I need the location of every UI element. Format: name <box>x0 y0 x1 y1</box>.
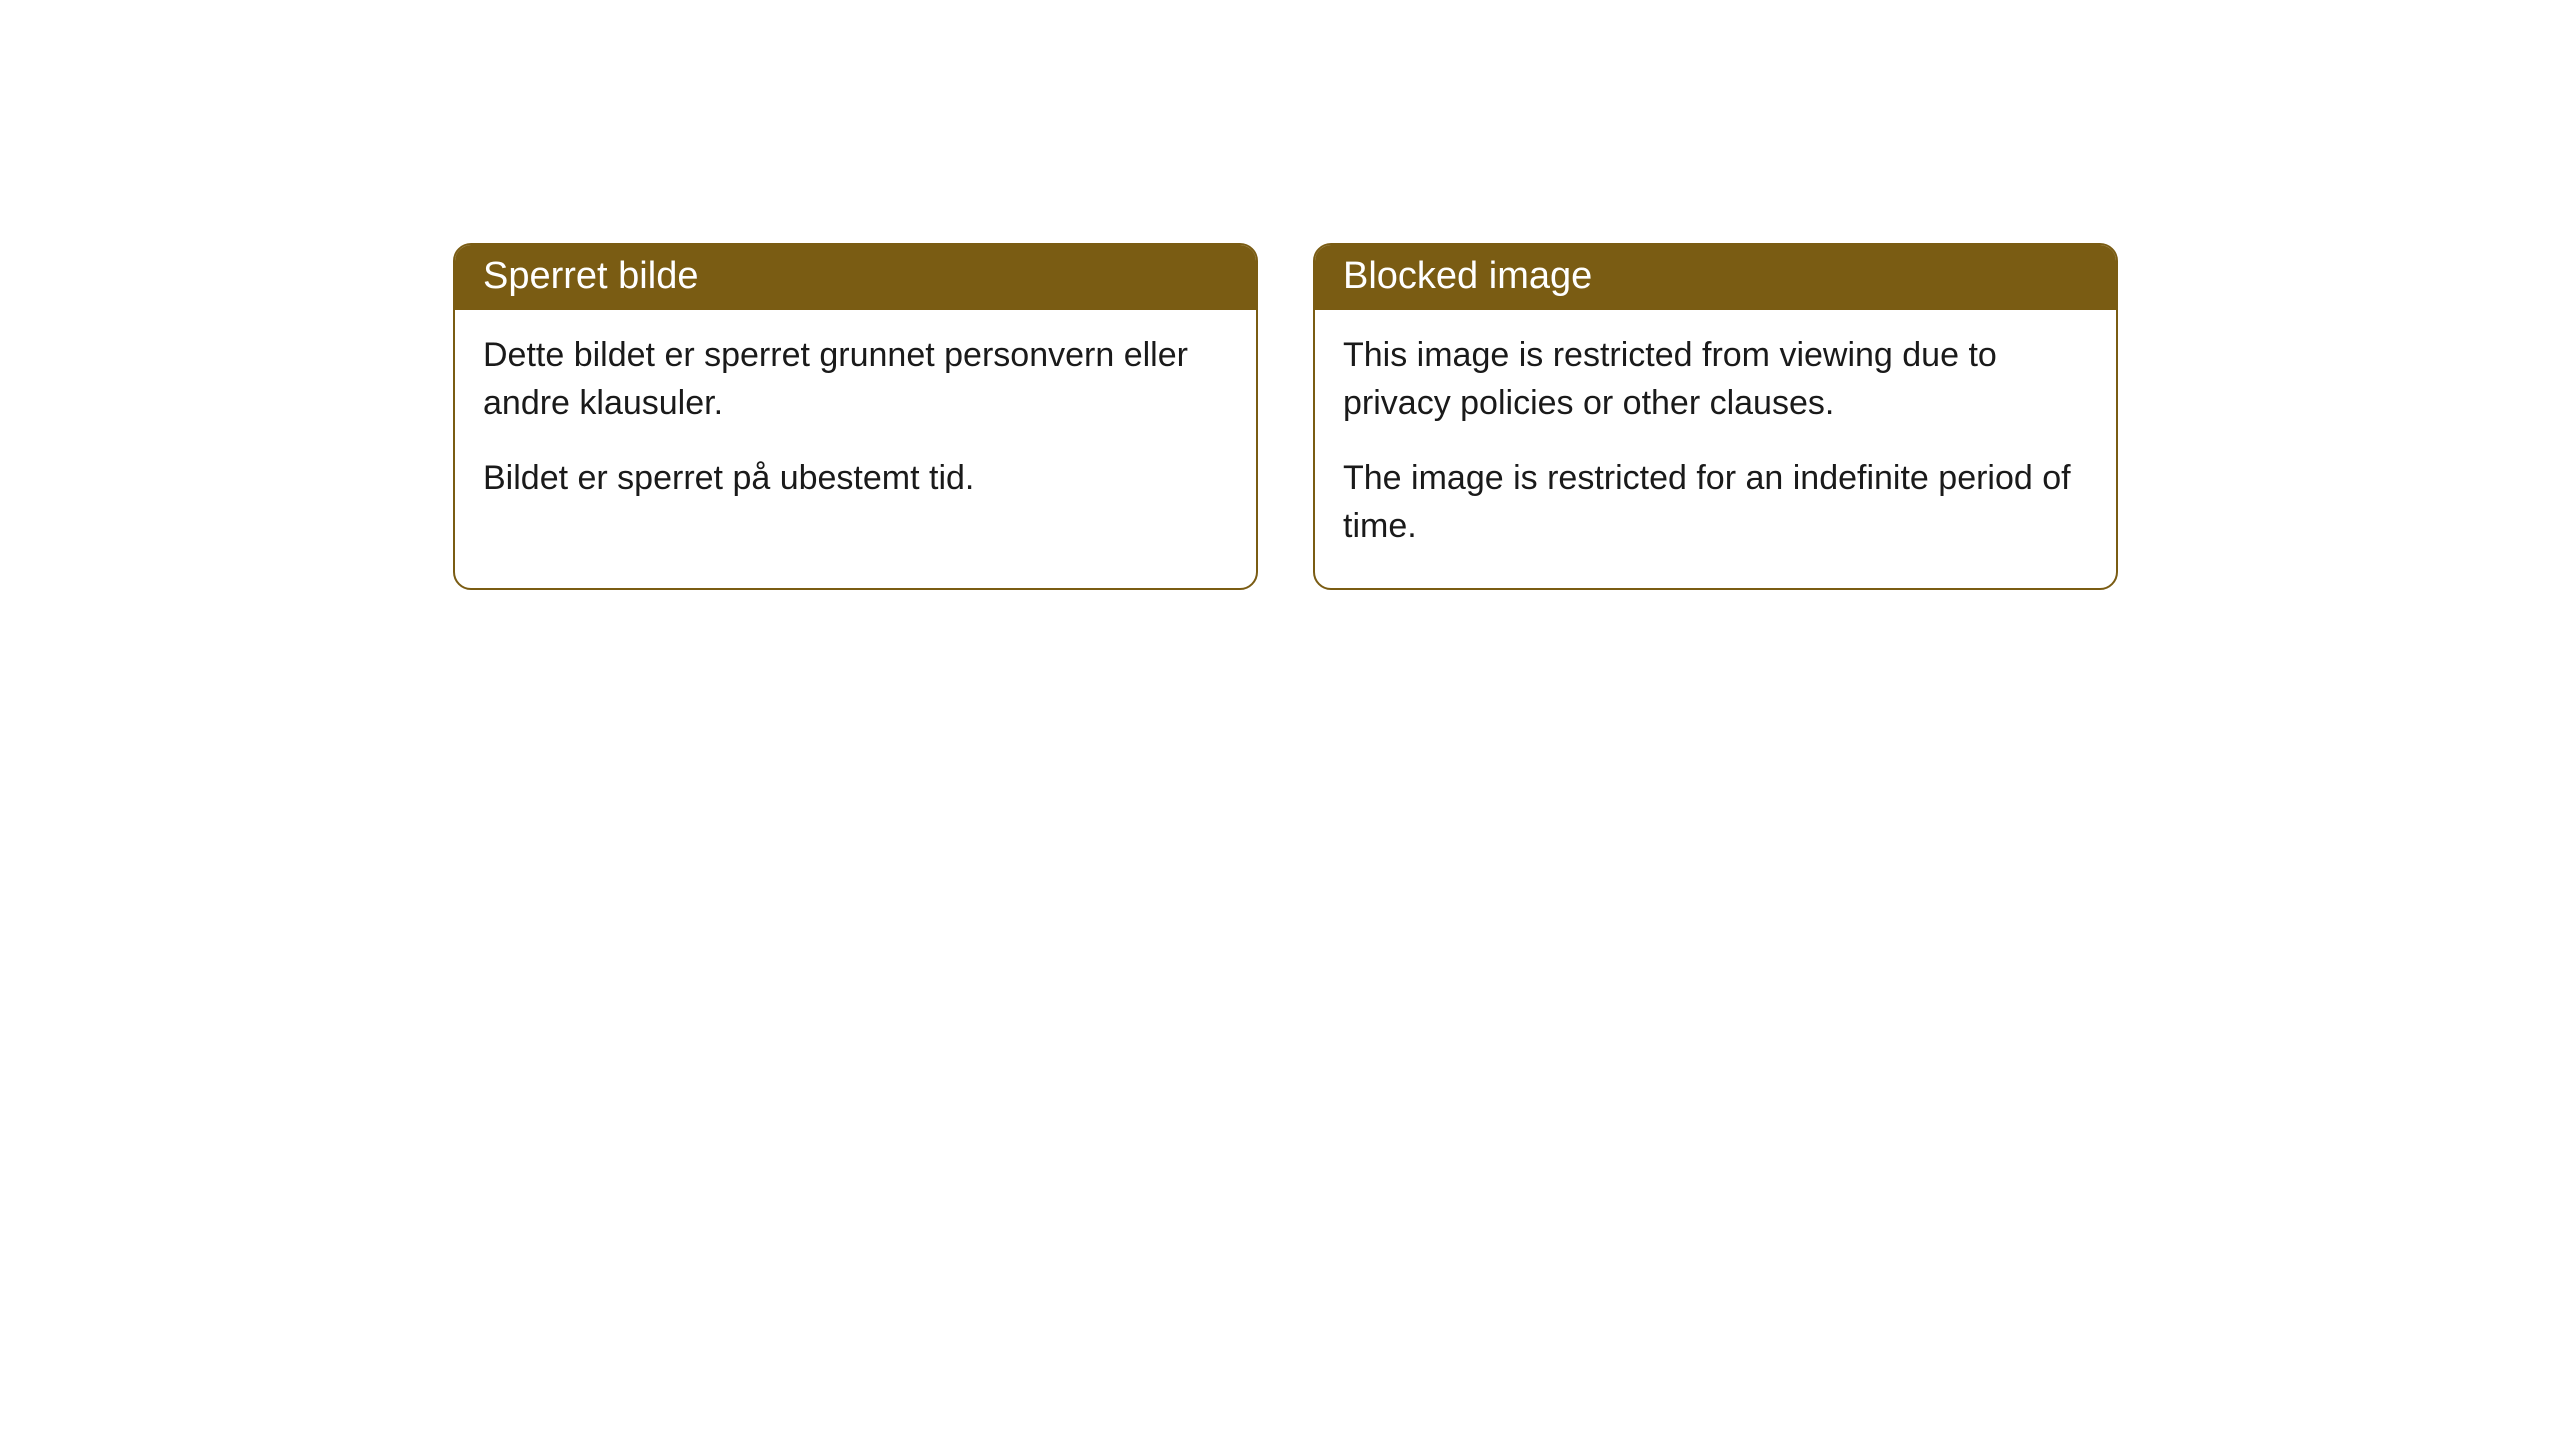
card-body-en: This image is restricted from viewing du… <box>1315 310 2116 588</box>
card-body-no: Dette bildet er sperret grunnet personve… <box>455 310 1256 541</box>
card-paragraph-2-en: The image is restricted for an indefinit… <box>1343 455 2088 550</box>
notice-container: Sperret bilde Dette bildet er sperret gr… <box>453 243 2118 590</box>
card-paragraph-1-no: Dette bildet er sperret grunnet personve… <box>483 332 1228 427</box>
notice-card-en: Blocked image This image is restricted f… <box>1313 243 2118 590</box>
card-title-no: Sperret bilde <box>483 255 698 297</box>
card-paragraph-1-en: This image is restricted from viewing du… <box>1343 332 2088 427</box>
notice-card-no: Sperret bilde Dette bildet er sperret gr… <box>453 243 1258 590</box>
card-header-no: Sperret bilde <box>455 245 1256 310</box>
card-title-en: Blocked image <box>1343 255 1592 297</box>
card-paragraph-2-no: Bildet er sperret på ubestemt tid. <box>483 455 1228 503</box>
card-header-en: Blocked image <box>1315 245 2116 310</box>
